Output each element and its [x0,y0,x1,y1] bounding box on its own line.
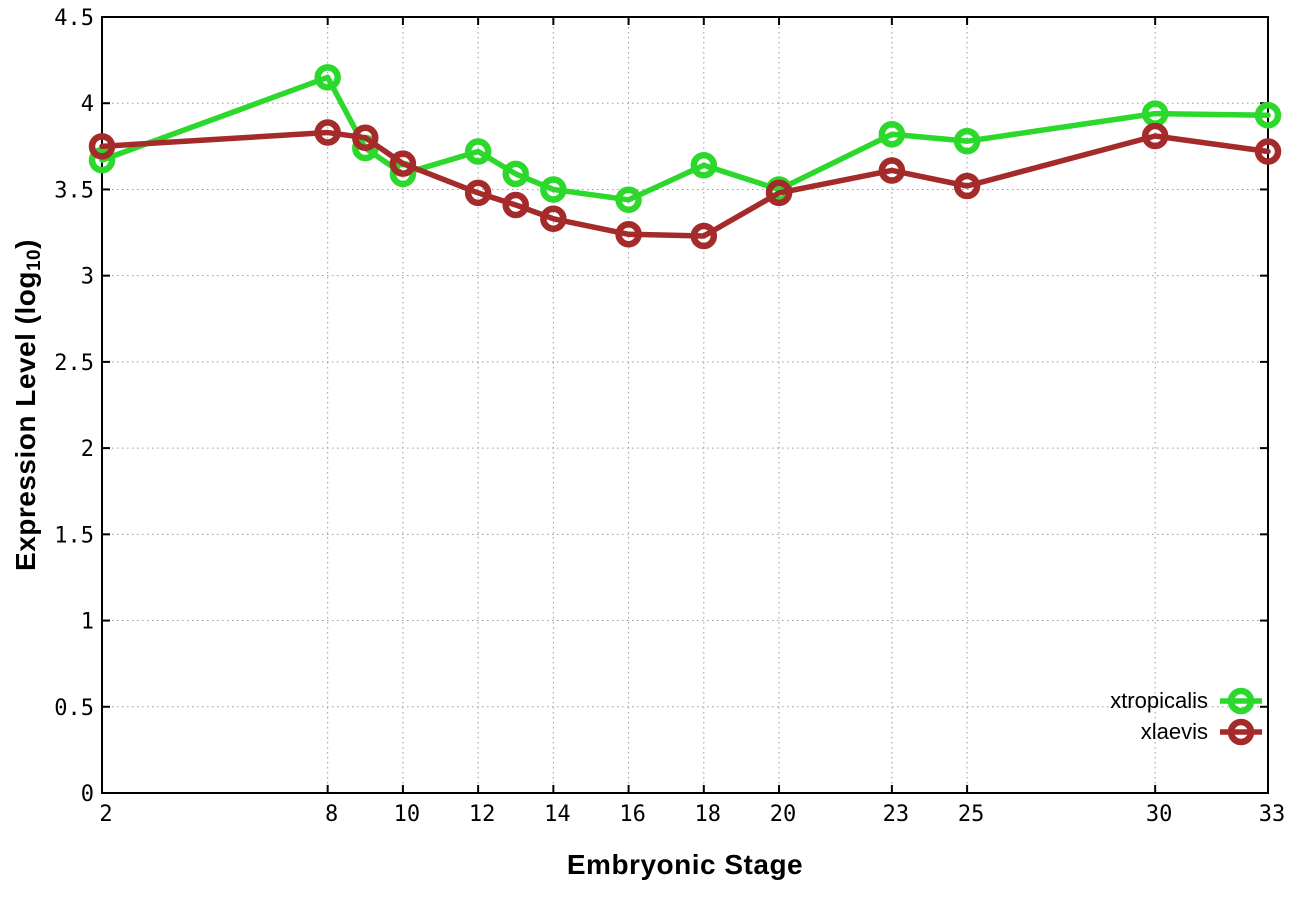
xlaevis-data-point [953,172,981,200]
xlaevis-data-point [1254,138,1282,165]
xlaevis-data-point [88,133,116,160]
legend-label-xtropicalis: xtropicalis [1110,687,1208,713]
x-axis-title: Embryonic Stage [566,849,804,880]
xtropicalis-data-point [690,152,718,179]
legend: xtropicalis xlaevis [1110,686,1264,746]
y-axis-title-text: Expression Level (log [10,271,42,571]
xtropicalis-line-marker-icon [1220,687,1262,714]
y-tick-label: 3 [81,265,94,290]
xlaevis-line [99,129,1271,239]
xtropicalis-data-point [615,186,642,214]
legend-label-xlaevis: xlaevis [1140,718,1208,744]
xtropicalis-data-point [878,121,906,148]
y-axis-title-suffix: ) [10,239,42,249]
x-tick-label: 12 [469,802,496,827]
xlaevis-line-marker-icon [1220,718,1262,745]
xtropicalis-line [99,74,1271,203]
y-tick-label: 0.5 [54,696,94,721]
y-axis-title-subscript: 10 [23,248,45,272]
xlaevis-data-point [314,119,341,146]
xlaevis-data-point [1141,122,1169,150]
y-tick-label: 3.5 [54,178,94,203]
xtropicalis-data-point [1254,102,1282,129]
y-tick-label: 1.5 [54,523,94,548]
y-tick-label: 1 [81,610,94,635]
xlaevis-data-point [352,124,379,151]
xlaevis-data-point [765,179,793,207]
xlaevis-data-point [389,150,417,177]
xtropicalis-data-point [88,146,116,174]
x-tick-label: 18 [695,802,722,827]
xtropicalis-data-point [953,127,981,155]
y-tick-label: 2.5 [54,351,94,376]
xtropicalis-data-point [540,176,567,203]
x-tick-label: 10 [394,802,421,827]
x-tick-label: 14 [544,802,571,827]
xlaevis-data-point [690,222,718,250]
xlaevis-data-point [464,179,492,207]
x-tick-label: 16 [619,802,646,827]
legend-item-xlaevis: xlaevis [1110,717,1264,746]
y-tick-label: 4 [81,92,94,117]
x-tick-label: 33 [1259,802,1286,827]
xtropicalis-data-point [464,138,492,165]
y-tick-label: 0 [81,782,94,807]
xlaevis-data-point [502,191,529,219]
xlaevis-data-point [540,205,567,233]
x-tick-label: 30 [1146,802,1173,827]
y-tick-label: 4.5 [54,6,94,31]
y-axis-title: Expression Level (log10) [10,239,46,571]
x-tick-label: 23 [883,802,910,827]
xlaevis-data-point [615,221,642,248]
x-tick-label: 20 [770,802,797,827]
y-tick-label: 2 [81,437,94,462]
xlaevis-data-point [878,157,906,184]
legend-item-xtropicalis: xtropicalis [1110,686,1264,715]
xtropicalis-data-point [314,64,341,91]
xtropicalis-data-point [502,160,529,188]
x-tick-label: 8 [325,802,338,827]
x-tick-label: 25 [958,802,985,827]
x-tick-label: 2 [99,802,112,827]
plot-border [101,16,1269,794]
